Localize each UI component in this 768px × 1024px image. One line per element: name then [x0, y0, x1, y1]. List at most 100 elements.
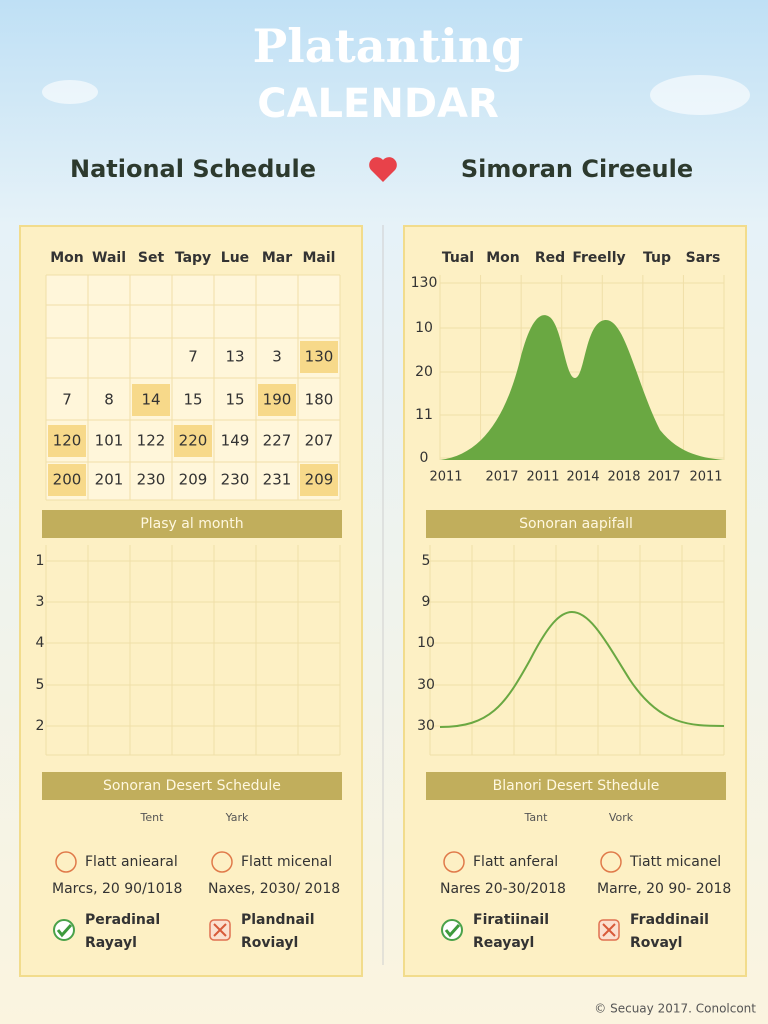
date-cell: 7	[188, 348, 198, 366]
panel-heading: National Schedule	[70, 155, 316, 183]
highlight-cell	[174, 425, 212, 457]
x-axis-label: 2018	[607, 470, 640, 485]
item-name: Flatt anferal	[473, 854, 558, 870]
day-label: Set	[138, 250, 165, 266]
footer: © Secuay 2017. Conolcont	[594, 1002, 756, 1016]
column-label: Tent	[140, 811, 165, 824]
y-axis-label: 9	[422, 594, 431, 610]
y-axis-label: 2	[36, 718, 45, 734]
column-label: Tant	[524, 811, 549, 824]
y-axis-label: 3	[36, 594, 45, 610]
date-cell: 230	[137, 471, 166, 489]
x-axis-label: 2014	[566, 470, 599, 485]
status-text: Plandnail	[241, 912, 315, 928]
cloud	[42, 80, 98, 104]
heart-icon	[369, 157, 397, 182]
highlight-cell	[132, 384, 170, 416]
day-label: Sars	[686, 250, 721, 266]
section-band	[42, 772, 342, 800]
y-axis-label: 11	[415, 407, 433, 423]
date-cell: 220	[179, 432, 208, 450]
column-label: Yark	[225, 811, 249, 824]
x-axis-label: 2011	[689, 470, 722, 485]
status-text: Peradinal	[85, 912, 160, 928]
day-label: Tual	[442, 250, 474, 266]
check-mark	[444, 923, 461, 938]
item-date: Nares 20-30/2018	[440, 881, 566, 897]
date-cell: 14	[141, 391, 160, 409]
date-cell: 101	[95, 432, 124, 450]
highlight-cell	[258, 384, 296, 416]
section-band-label: Plasy al month	[140, 516, 243, 532]
y-axis-label: 10	[417, 635, 435, 651]
status-text: Rayayl	[85, 935, 137, 951]
item-name: Flatt aniearal	[85, 854, 178, 870]
date-cell: 207	[305, 432, 334, 450]
date-cell: 149	[221, 432, 250, 450]
day-label: Freelly	[572, 250, 625, 266]
day-label: Lue	[221, 250, 249, 266]
panel-heading: Simoran Cireeule	[461, 155, 693, 183]
item-name: Tiatt micanel	[629, 854, 721, 870]
y-axis-label: 0	[420, 450, 429, 466]
item-icon	[600, 851, 622, 873]
column-label: Vork	[609, 811, 634, 824]
section-band-label: Sonoran Desert Schedule	[103, 778, 281, 794]
date-cell: 130	[305, 348, 334, 366]
section-band	[42, 510, 342, 538]
highlight-cell	[300, 341, 338, 373]
y-axis-label: 10	[415, 320, 433, 336]
check-icon	[441, 919, 463, 941]
date-cell: 230	[221, 471, 250, 489]
x-axis-label: 2011	[429, 470, 462, 485]
date-cell: 209	[179, 471, 208, 489]
status-text: Fraddinail	[630, 912, 709, 928]
grid	[45, 274, 341, 501]
x-axis-label: 2017	[485, 470, 518, 485]
date-cell: 201	[95, 471, 124, 489]
day-label: Wail	[92, 250, 126, 266]
highlight-cell	[48, 425, 86, 457]
x-axis-label: 2011	[526, 470, 559, 485]
cloud	[650, 75, 750, 115]
date-cell: 8	[104, 391, 114, 409]
day-label: Mar	[262, 250, 292, 266]
section-band-label: Blanori Desert Sthedule	[493, 778, 660, 794]
item-icon	[443, 851, 465, 873]
title: Platanting	[253, 19, 524, 73]
item-icon	[55, 851, 77, 873]
date-cell: 7	[62, 391, 72, 409]
day-label: Mail	[303, 250, 336, 266]
line-shape	[439, 610, 725, 728]
check-icon	[53, 919, 75, 941]
y-axis-label: 1	[36, 553, 45, 569]
day-label: Mon	[486, 250, 520, 266]
cross-mark	[602, 923, 616, 937]
date-cell: 180	[305, 391, 334, 409]
date-cell: 209	[305, 471, 334, 489]
item-icon	[211, 851, 233, 873]
y-axis-label: 30	[417, 677, 435, 693]
item-date: Marre, 20 90- 2018	[597, 881, 731, 897]
day-label: Red	[535, 250, 565, 266]
date-cell: 200	[53, 471, 82, 489]
highlight-cell	[48, 464, 86, 496]
section-band	[426, 772, 726, 800]
item-name: Flatt micenal	[241, 854, 332, 870]
section-band	[426, 510, 726, 538]
cross-mark	[213, 923, 227, 937]
status-text: Firatiinail	[473, 912, 549, 928]
item-date: Naxes, 2030/ 2018	[208, 881, 340, 897]
y-axis-label: 30	[417, 718, 435, 734]
day-label: Tapy	[175, 250, 211, 266]
subtitle: CALENDAR	[257, 81, 499, 127]
y-axis-label: 130	[411, 275, 438, 291]
day-label: Mon	[50, 250, 84, 266]
y-axis-label: 4	[36, 635, 45, 651]
highlight-cell	[300, 464, 338, 496]
date-cell: 122	[137, 432, 166, 450]
grid	[45, 545, 341, 756]
day-label: Tup	[643, 250, 671, 266]
date-cell: 13	[225, 348, 244, 366]
